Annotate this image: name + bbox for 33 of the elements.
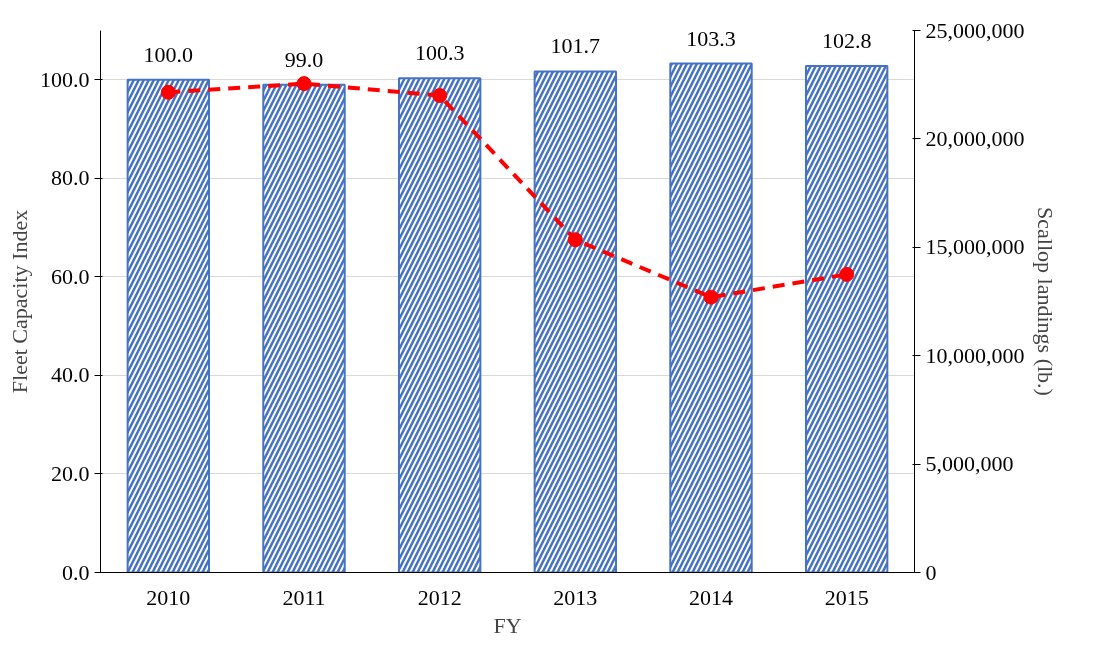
y2-tick-label: 10,000,000 xyxy=(925,342,1025,368)
data-label: 100.0 xyxy=(143,41,194,67)
y2-tick-label: 5,000,000 xyxy=(925,451,1014,477)
y-tick-label: 100.0 xyxy=(40,66,90,92)
point xyxy=(296,76,312,92)
point xyxy=(703,289,719,305)
data-label: 99.0 xyxy=(284,46,324,72)
data-label: 103.3 xyxy=(686,25,736,51)
point xyxy=(839,266,855,282)
point xyxy=(160,84,176,100)
data-label: 100.3 xyxy=(414,40,465,66)
x-tick-label: 2012 xyxy=(417,584,462,610)
y-tick-label: 60.0 xyxy=(51,263,90,289)
point xyxy=(567,232,583,248)
y-axis-title: Fleet Capacity Index xyxy=(7,209,32,394)
y2-tick-label: 25,000,000 xyxy=(925,17,1025,43)
y2-tick-label: 15,000,000 xyxy=(925,234,1025,260)
y-tick-label: 80.0 xyxy=(51,165,90,191)
x-tick-label: 2011 xyxy=(282,584,326,610)
point xyxy=(432,88,448,104)
y-tick-label: 0.0 xyxy=(62,559,90,585)
x-axis-title: FY xyxy=(493,612,522,638)
x-tick-label: 2013 xyxy=(553,584,598,610)
y-tick-label: 20.0 xyxy=(51,460,90,486)
y-tick-label: 40.0 xyxy=(51,362,90,388)
data-label: 102.8 xyxy=(821,27,872,53)
x-tick-label: 2010 xyxy=(146,584,191,610)
x-tick-label: 2015 xyxy=(824,584,869,610)
data-label: 101.7 xyxy=(550,33,601,59)
y2-axis-title: Scallop landings (lb.) xyxy=(1032,207,1058,396)
y2-tick-label: 0 xyxy=(925,559,937,585)
x-tick-label: 2014 xyxy=(689,584,733,610)
y2-tick-label: 20,000,000 xyxy=(925,125,1025,151)
